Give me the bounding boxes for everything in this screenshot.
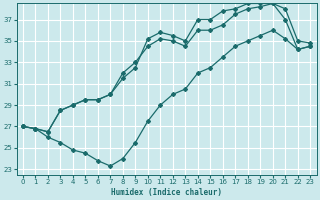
X-axis label: Humidex (Indice chaleur): Humidex (Indice chaleur) (111, 188, 222, 197)
